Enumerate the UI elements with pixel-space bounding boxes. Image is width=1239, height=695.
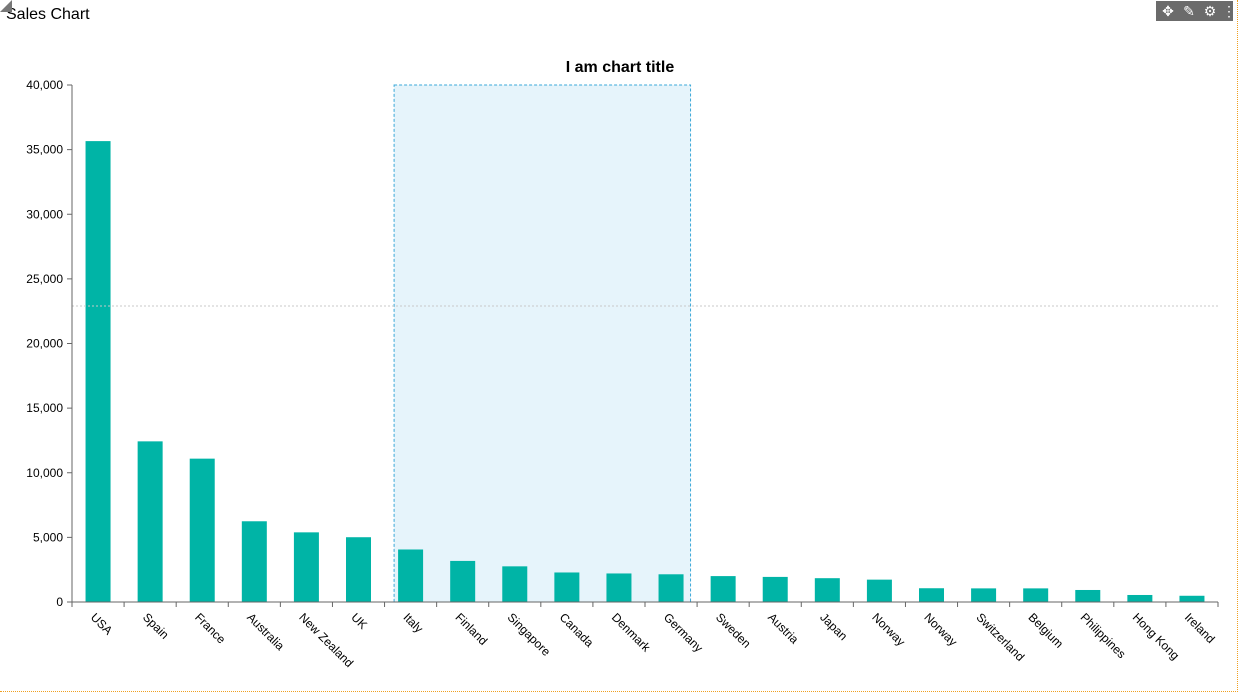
x-tick-label: Norway [869,610,908,649]
bar-japan[interactable] [814,578,840,602]
x-tick-label: Switzerland [973,610,1027,664]
bar-canada[interactable] [554,572,580,602]
x-tick-label: Finland [453,610,491,648]
x-tick-label: UK [348,610,370,632]
x-tick-label: Sweden [713,610,754,651]
bar-austria[interactable] [762,576,788,602]
bar-new-zealand[interactable] [293,532,319,602]
move-icon[interactable]: ✥ [1162,3,1174,19]
x-tick-label: Singapore [505,610,554,659]
bar-france[interactable] [189,458,215,602]
x-tick-label: Italy [400,610,425,635]
y-tick-label: 0 [56,595,63,609]
bar-singapore[interactable] [502,566,528,602]
selection-rectangle[interactable] [393,84,692,603]
x-tick-label: Hong Kong [1130,610,1182,662]
bar-philippines[interactable] [1075,589,1101,602]
x-tick-label: Australia [244,610,287,653]
y-tick-label: 5,000 [33,530,63,544]
x-tick-label: Denmark [609,610,654,655]
x-tick-label: Austria [765,610,802,647]
x-tick-label: Canada [557,610,597,650]
x-tick-label: New Zealand [296,610,356,670]
bar-italy[interactable] [398,549,424,602]
panel-toolbar: ✥ ✎ ⚙ ⋮ [1156,1,1236,21]
bar-ireland[interactable] [1179,595,1205,602]
chart-title: I am chart title [566,59,675,76]
resize-handle[interactable] [0,0,12,12]
x-tick-label: France [192,610,229,647]
edit-icon[interactable]: ✎ [1183,3,1195,19]
bar-belgium[interactable] [1023,588,1049,602]
bar-usa[interactable] [85,141,111,602]
bar-germany[interactable] [658,574,684,602]
bar-uk[interactable] [346,537,371,602]
y-tick-label: 40,000 [26,78,63,92]
bar-hong-kong[interactable] [1127,594,1153,602]
gear-icon[interactable]: ⚙ [1203,3,1217,19]
y-tick-label: 20,000 [26,337,63,351]
bar-denmark[interactable] [606,573,632,602]
x-tick-label: Spain [140,610,172,642]
bar-norway[interactable] [866,579,892,602]
bar-finland[interactable] [450,560,476,602]
x-tick-label: Germany [661,610,706,655]
x-tick-label: Belgium [1026,610,1067,651]
bar-spain[interactable] [137,441,163,602]
y-tick-label: 35,000 [26,143,63,157]
bar-norway[interactable] [919,588,944,602]
bar-australia[interactable] [241,521,267,602]
panel-title: Sales Chart [6,6,90,23]
bar-sweden[interactable] [710,576,736,602]
bar-switzerland[interactable] [971,588,997,602]
y-tick-label: 25,000 [26,272,63,286]
x-tick-label: Japan [817,610,850,643]
y-tick-label: 15,000 [26,401,63,415]
x-tick-label: USA [88,610,115,637]
y-tick-label: 10,000 [26,466,63,480]
x-tick-label: Philippines [1078,610,1129,661]
y-tick-label: 30,000 [26,207,63,221]
x-tick-label: Ireland [1182,610,1218,646]
x-tick-label: Norway [921,610,960,649]
